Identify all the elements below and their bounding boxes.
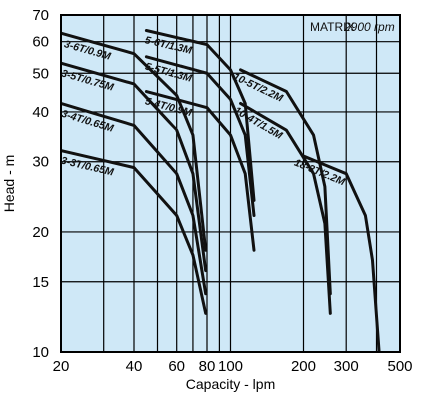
y-tick-label: 70 — [32, 7, 49, 24]
x-tick-label: 100 — [218, 358, 243, 375]
series-line — [239, 101, 332, 315]
y-tick-label: 60 — [32, 34, 49, 51]
plot-frame — [60, 14, 401, 353]
series-line — [144, 90, 256, 252]
series-line — [61, 101, 208, 296]
series-line — [239, 68, 332, 296]
chart-header-speed: 2900 rpm — [343, 20, 395, 34]
y-tick-label: 30 — [32, 154, 49, 171]
y-tick-label: 40 — [32, 104, 49, 121]
y-tick-label: 20 — [32, 224, 49, 241]
series-line — [61, 149, 208, 315]
x-tick-label: 200 — [291, 358, 316, 375]
series-line — [302, 154, 381, 352]
x-tick-label: 20 — [53, 358, 70, 375]
x-tick-labels: 20 40 60 80 100 200 300 500 — [53, 358, 413, 375]
y-tick-label: 10 — [32, 344, 49, 361]
y-tick-label: 15 — [32, 274, 49, 291]
curve-layer — [61, 29, 381, 352]
x-tick-label: 300 — [334, 358, 359, 375]
y-axis-label: Head - m — [1, 155, 17, 213]
y-tick-label: 50 — [32, 65, 49, 82]
x-tick-label: 40 — [126, 358, 143, 375]
series-line — [144, 29, 256, 202]
series-line — [61, 61, 208, 273]
x-tick-label: 500 — [387, 358, 412, 375]
x-tick-label: 60 — [168, 358, 185, 375]
x-tick-label: 80 — [199, 358, 216, 375]
x-axis-label: Capacity - lpm — [186, 376, 275, 392]
y-tick-labels: 10 15 20 30 40 50 60 70 — [32, 7, 49, 361]
series-line — [144, 55, 256, 217]
series-line — [61, 31, 208, 252]
chart-header-model: MATRIX — [310, 20, 354, 34]
